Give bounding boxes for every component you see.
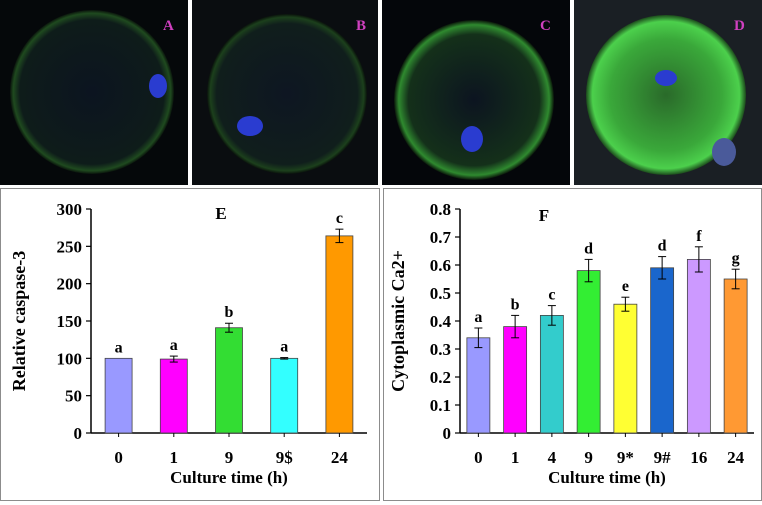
oocyte-cell <box>207 14 367 174</box>
significance-label: b <box>511 296 520 313</box>
y-tick-label: 150 <box>57 312 83 331</box>
oocyte-image-a: A <box>0 0 188 185</box>
significance-label: e <box>622 278 629 295</box>
x-tick-label: 1 <box>170 448 179 467</box>
calcium-bar-chart: 0 0.1 0.2 0.3 0.4 0.5 0.6 0.7 0.8 a 0 b 1 c 4 d 9 e 9* d 9# f… <box>388 200 754 487</box>
y-tick-label: 100 <box>57 349 83 368</box>
panel-label-a: A <box>163 18 174 34</box>
y-tick-label: 0.7 <box>430 228 452 247</box>
bar <box>723 278 748 434</box>
nucleus-spot <box>237 116 263 136</box>
y-tick-label: 250 <box>57 237 83 256</box>
bar <box>503 326 528 434</box>
y-axis-title: Cytoplasmic Ca2+ <box>388 250 408 392</box>
y-tick-label: 0 <box>443 424 452 443</box>
bar <box>325 235 354 434</box>
x-axis-title: Culture time (h) <box>548 468 666 487</box>
significance-label: a <box>474 309 482 326</box>
significance-label: c <box>336 210 343 227</box>
oocyte-cell <box>394 20 554 180</box>
x-tick-label: 9# <box>654 448 672 467</box>
bar <box>466 337 491 434</box>
y-tick-label: 0.3 <box>430 340 451 359</box>
x-tick-label: 9* <box>617 448 634 467</box>
bar <box>104 357 133 434</box>
micrograph-panel-b: B <box>192 0 378 185</box>
significance-label: g <box>732 250 740 267</box>
x-axis-title: Culture time (h) <box>170 468 288 487</box>
oocyte-cell <box>10 10 174 174</box>
x-tick-label: 24 <box>727 448 745 467</box>
polar-body <box>712 138 736 166</box>
bar <box>270 357 299 434</box>
oocyte-image-b: B <box>192 0 378 185</box>
oocyte-image-d: D <box>574 0 762 185</box>
x-tick-label: 1 <box>511 448 520 467</box>
x-tick-label: 4 <box>548 448 557 467</box>
x-tick-label: 24 <box>331 448 349 467</box>
x-tick-label: 9 <box>584 448 593 467</box>
panel-label-d: D <box>734 18 745 34</box>
significance-label: c <box>548 287 555 304</box>
y-tick-label: 0.5 <box>430 284 451 303</box>
nucleus-spot <box>149 74 167 98</box>
micrograph-panel-c: C <box>382 0 570 185</box>
significance-label: a <box>170 337 178 354</box>
x-tick-label: 9 <box>225 448 234 467</box>
y-tick-label: 0.4 <box>430 312 452 331</box>
y-axis-title: Relative caspase-3 <box>9 251 29 391</box>
y-tick-label: 0 <box>74 424 83 443</box>
significance-label: d <box>658 238 667 255</box>
significance-label: b <box>225 304 234 321</box>
bar <box>613 303 638 434</box>
bar <box>215 327 243 434</box>
bar <box>159 358 188 434</box>
y-tick-label: 200 <box>57 275 83 294</box>
panel-label-c: C <box>540 18 551 34</box>
micrograph-panel-d: D <box>574 0 762 185</box>
caspase-bar-chart: 0 50 100 150 200 250 300 a 0 a 1 b 9 a 9$ c 24 Culture ti… <box>9 200 367 487</box>
panel-label-b: B <box>356 18 366 34</box>
bar <box>539 315 564 434</box>
significance-label: a <box>280 339 288 356</box>
y-tick-label: 0.6 <box>430 256 451 275</box>
y-tick-label: 300 <box>57 200 83 219</box>
y-tick-label: 0.2 <box>430 368 451 387</box>
y-tick-label: 0.8 <box>430 200 451 219</box>
nucleus-spot <box>461 126 483 152</box>
significance-label: d <box>584 240 593 257</box>
oocyte-cell <box>586 15 746 175</box>
x-tick-label: 0 <box>114 448 123 467</box>
y-tick-label: 0.1 <box>430 396 451 415</box>
bar <box>686 259 711 434</box>
significance-label: a <box>115 339 123 356</box>
x-tick-label: 9$ <box>276 448 294 467</box>
bar <box>650 267 675 434</box>
significance-label: f <box>696 228 702 245</box>
x-tick-label: 16 <box>690 448 707 467</box>
chart-panel-e: 0 50 100 150 200 250 300 a 0 a 1 b 9 a 9$ c 24 Culture ti… <box>0 188 380 501</box>
micrograph-panel-a: A <box>0 0 188 185</box>
chart-panel-f: 0 0.1 0.2 0.3 0.4 0.5 0.6 0.7 0.8 a 0 b 1 c 4 d 9 e 9* d 9# f… <box>383 188 762 501</box>
nucleus-spot <box>655 70 677 86</box>
x-tick-label: 0 <box>474 448 483 467</box>
oocyte-image-c: C <box>382 0 570 185</box>
panel-label: E <box>215 204 226 223</box>
panel-label: F <box>539 206 549 225</box>
bar <box>576 270 601 434</box>
y-tick-label: 50 <box>65 387 82 406</box>
